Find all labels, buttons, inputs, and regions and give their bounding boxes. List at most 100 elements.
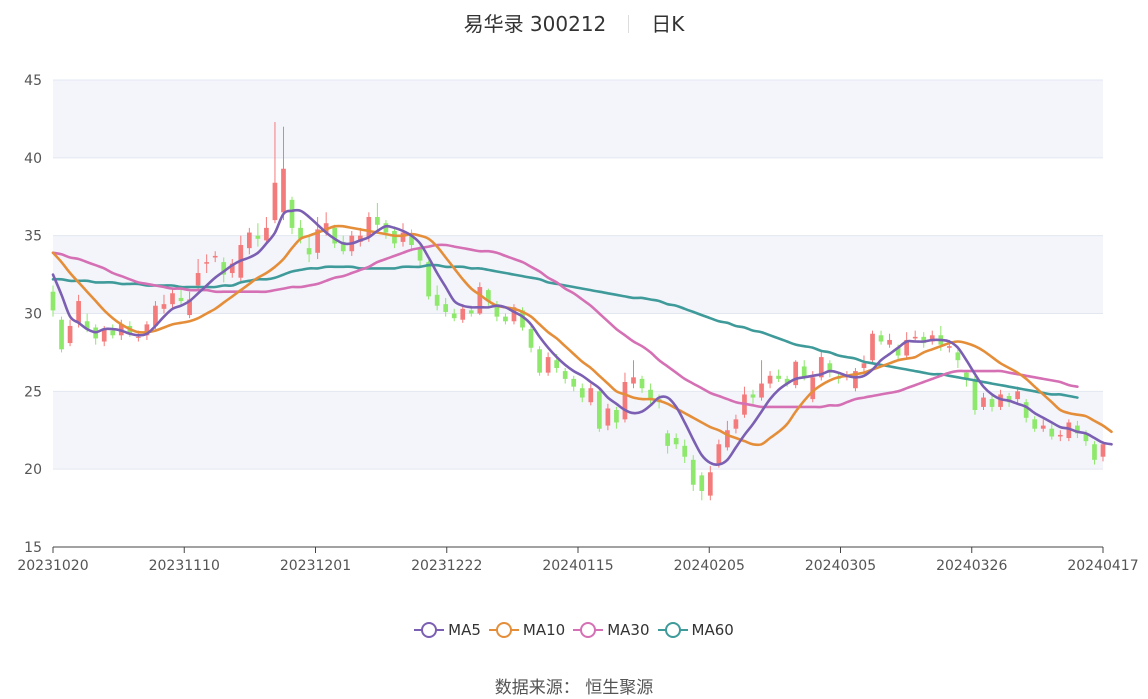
- legend-item-ma60[interactable]: MA60: [657, 621, 734, 639]
- candle-body: [264, 227, 269, 241]
- candle: [67, 319, 73, 347]
- candle-body: [110, 330, 116, 336]
- candle-body: [221, 262, 227, 275]
- candle-body: [528, 329, 534, 348]
- candle-body: [1032, 419, 1038, 429]
- candle: [93, 324, 99, 345]
- candle-body: [946, 346, 952, 348]
- candle-body: [912, 336, 918, 339]
- candle: [340, 235, 346, 255]
- candle-body: [571, 378, 577, 387]
- candle-body: [545, 357, 551, 373]
- legend-circle-icon: [414, 622, 445, 638]
- candle: [793, 360, 799, 389]
- candle: [614, 406, 619, 429]
- legend-item-ma10[interactable]: MA10: [488, 621, 566, 639]
- candle: [528, 325, 534, 353]
- candle-body: [144, 324, 150, 336]
- candle-body: [298, 227, 303, 239]
- y-tick-label: 15: [24, 540, 42, 556]
- candle-body: [195, 273, 201, 286]
- candle: [289, 196, 295, 235]
- candle: [477, 282, 483, 316]
- candle: [272, 122, 278, 224]
- candle-body: [323, 223, 329, 233]
- candle-body: [468, 310, 474, 314]
- x-tick-label: 20240205: [674, 558, 745, 574]
- candle: [332, 224, 338, 249]
- candle: [195, 259, 201, 291]
- x-tick-label: 20231201: [280, 558, 351, 574]
- candle-body: [767, 375, 773, 384]
- band-20-25: [53, 391, 1103, 470]
- x-tick-label: 20240305: [805, 558, 876, 574]
- candle: [110, 324, 116, 339]
- candle-body: [733, 419, 739, 429]
- legend-item-ma30[interactable]: MA30: [573, 621, 650, 639]
- candle-body: [1092, 444, 1097, 460]
- candle: [673, 433, 679, 449]
- y-tick-label: 35: [24, 229, 42, 245]
- x-axis: 20231020 20231110 20231201 20231222 20240115…: [17, 546, 1139, 574]
- candle-body: [170, 293, 175, 305]
- candle: [375, 202, 380, 231]
- grid-lines: [53, 79, 1103, 470]
- candle-body: [699, 475, 705, 491]
- candle-body: [340, 241, 346, 252]
- candle-body: [1015, 391, 1020, 400]
- candle-body: [554, 360, 560, 368]
- candle-body: [639, 378, 645, 389]
- candle-body: [161, 304, 167, 309]
- candle-body: [1006, 396, 1012, 403]
- candle: [989, 394, 995, 412]
- candle-body: [784, 378, 790, 384]
- period-label: 日K: [651, 12, 685, 36]
- candle-body: [426, 262, 431, 297]
- candle-body: [434, 294, 440, 306]
- candle-body: [153, 305, 158, 326]
- candle: [281, 126, 286, 221]
- candle-body: [409, 235, 414, 246]
- candle: [50, 285, 56, 317]
- candle: [707, 466, 713, 501]
- candle-body: [59, 319, 64, 350]
- candle: [1092, 441, 1097, 465]
- candle: [631, 360, 636, 389]
- candle: [648, 383, 653, 404]
- legend-item-ma5[interactable]: MA5: [414, 621, 481, 639]
- title-separator: [628, 15, 630, 33]
- candle: [229, 259, 235, 278]
- legend-label: MA30: [607, 621, 650, 639]
- candle-body: [989, 399, 995, 407]
- candle-body: [50, 291, 56, 311]
- candle-body: [588, 388, 594, 403]
- candle-body: [955, 352, 961, 361]
- candle: [460, 304, 466, 323]
- candle: [588, 383, 594, 406]
- candle-body: [511, 307, 517, 322]
- candle: [767, 371, 773, 389]
- candle-body: [750, 394, 756, 398]
- candle-body: [614, 410, 619, 423]
- candle-body: [1066, 422, 1072, 439]
- legend-label: MA10: [522, 621, 566, 639]
- candle: [255, 223, 261, 247]
- candle-body: [1075, 425, 1080, 434]
- band-30-35: [53, 235, 1103, 314]
- candle: [451, 308, 457, 322]
- candle-body: [400, 232, 406, 242]
- candle-body: [357, 235, 363, 242]
- legend-circle-icon: [488, 622, 519, 638]
- candle-body: [136, 336, 141, 338]
- candle-body: [451, 313, 457, 319]
- candle: [605, 403, 611, 431]
- y-tick-label: 40: [24, 151, 42, 167]
- candle: [246, 227, 252, 255]
- candle-body: [272, 182, 278, 221]
- candle-body: [383, 223, 389, 233]
- candle-body: [289, 199, 295, 228]
- candle-body: [665, 433, 670, 446]
- moving-average-lines: [51, 208, 1113, 466]
- candle: [434, 285, 440, 311]
- candle-body: [981, 397, 986, 407]
